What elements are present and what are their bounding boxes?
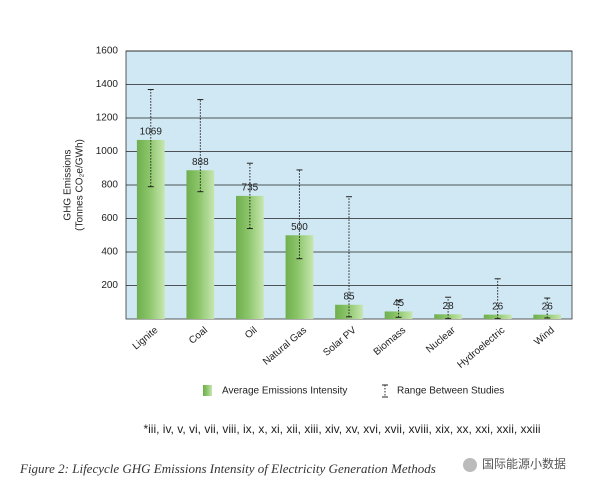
x-tick-label: Coal xyxy=(187,325,210,347)
y-tick-label: 200 xyxy=(101,280,118,291)
x-tick-label: Lignite xyxy=(131,325,161,353)
bar xyxy=(285,235,314,319)
y-tick-label: 400 xyxy=(101,247,118,258)
x-tick-label: Nuclear xyxy=(424,324,458,355)
range-whisker xyxy=(246,162,253,230)
x-tick-label: Hydroelectric xyxy=(456,325,508,371)
bar xyxy=(483,314,512,319)
y-tick-label: 1400 xyxy=(96,79,119,90)
value-label: 85 xyxy=(343,291,355,302)
range-whisker xyxy=(296,169,303,260)
y-axis-label: GHG Emissions xyxy=(63,149,74,220)
value-label: 26 xyxy=(492,301,504,312)
y-tick-label: 600 xyxy=(101,213,118,224)
range-whisker xyxy=(494,278,501,320)
legend-swatch xyxy=(203,385,212,396)
watermark-icon xyxy=(463,458,477,472)
legend-label: Average Emissions Intensity xyxy=(222,386,347,397)
value-label: 735 xyxy=(242,183,259,194)
range-whisker xyxy=(197,99,204,193)
value-label: 500 xyxy=(291,222,308,233)
range-whisker xyxy=(346,196,352,318)
watermark: 国际能源小数据 xyxy=(482,456,566,471)
y-tick-label: 800 xyxy=(101,180,118,191)
bar xyxy=(186,170,215,319)
caption: Figure 2: Lifecycle GHG Emissions Intens… xyxy=(19,461,436,476)
x-tick-label: Natural Gas xyxy=(261,325,309,368)
bar xyxy=(335,304,363,319)
x-tick-label: Solar PV xyxy=(321,325,359,359)
x-tick-label: Wind xyxy=(532,325,557,348)
legend-label: Range Between Studies xyxy=(397,386,504,397)
range-whisker xyxy=(544,297,551,319)
y-axis-label: (Tonnes CO₂e/GWh) xyxy=(75,139,86,231)
value-label: 26 xyxy=(542,301,554,312)
x-tick-label: Oil xyxy=(243,325,259,341)
range-whisker xyxy=(147,89,154,188)
bar xyxy=(136,139,165,319)
y-tick-label: 1200 xyxy=(96,113,119,124)
bar xyxy=(434,314,462,319)
range-whisker xyxy=(445,296,452,320)
x-tick-label: Biomass xyxy=(372,325,408,358)
range-whisker xyxy=(395,300,402,318)
y-tick-label: 1000 xyxy=(96,146,119,157)
value-label: 28 xyxy=(443,301,455,312)
footnote: *iii, iv, v, vi, vii, viii, ix, x, xi, x… xyxy=(143,422,540,436)
value-label: 45 xyxy=(393,298,405,309)
y-tick-label: 1600 xyxy=(96,46,119,57)
value-label: 888 xyxy=(192,157,209,168)
bar xyxy=(384,311,413,319)
value-label: 1069 xyxy=(140,127,163,138)
bar xyxy=(236,195,264,319)
